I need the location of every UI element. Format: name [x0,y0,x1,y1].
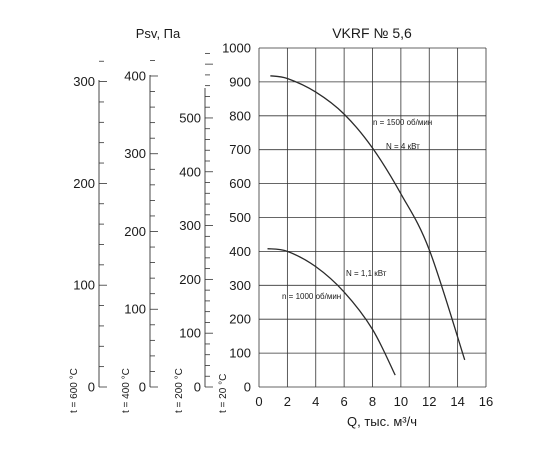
y-tick-label-t20: 900 [229,74,251,89]
y-tick-label-axis-1: 300 [179,218,201,233]
chart-title: VKRF № 5,6 [332,25,412,41]
y-tick-label-axis-3: 300 [73,74,95,89]
y-tick-label-axis-3: 200 [73,176,95,191]
y-tick-label-axis-2: 100 [124,302,146,317]
series-1500-power-label: N = 4 кВт [386,142,420,151]
y-tick-label-axis-1: 100 [179,326,201,341]
y-tick-label-t20: 0 [244,380,251,395]
y-tick-label-t20: 700 [229,142,251,157]
pressure-axis-title: Psv, Па [136,26,181,41]
series-1500-speed-label: n = 1500 об/мин [373,118,432,127]
y-tick-label-axis-2: 400 [124,68,146,83]
y-tick-label-t20: 800 [229,108,251,123]
y-tick-label-axis-1: 0 [194,380,201,395]
x-tick-label: 6 [341,394,348,409]
x-tick-label: 12 [422,394,436,409]
x-tick-label: 0 [255,394,262,409]
series-1000-speed-label: n = 1000 об/мин [282,292,341,301]
series-1000-power-label: N = 1,1 кВт [346,269,387,278]
y-tick-label-t20: 400 [229,244,251,259]
axis-temperature-label: t = 200 °C [174,368,185,413]
y-tick-label-axis-2: 300 [124,146,146,161]
series-curve-0 [270,75,466,361]
axis-temperature-label: t = 20 °C [218,374,229,413]
y-tick-label-t20: 1000 [222,41,251,56]
x-tick-label: 14 [450,394,464,409]
x-tick-label: 8 [369,394,376,409]
series [267,75,466,376]
grid [258,47,487,388]
y-tick-label-axis-3: 100 [73,278,95,293]
y-tick-label-t20: 300 [229,278,251,293]
series-curve-1 [267,248,396,376]
y-tick-label-t20: 200 [229,312,251,327]
axis-temperature-label: t = 400 °C [121,368,132,413]
x-tick-label: 4 [312,394,319,409]
axes [98,52,213,388]
y-tick-label-axis-3: 0 [88,380,95,395]
labels: VKRF № 5,6 Psv, Па Q, тыс. м³/ч n = 1500… [69,25,493,429]
x-axis-title: Q, тыс. м³/ч [347,414,417,429]
x-tick-label: 10 [394,394,408,409]
y-tick-label-t20: 100 [229,346,251,361]
y-tick-label-t20: 500 [229,210,251,225]
y-tick-label-axis-2: 200 [124,224,146,239]
axis-temperature-label: t = 600 °C [69,368,80,413]
y-tick-label-axis-1: 200 [179,272,201,287]
x-tick-label: 2 [284,394,291,409]
y-tick-label-axis-1: 500 [179,110,201,125]
y-tick-label-t20: 600 [229,176,251,191]
y-tick-label-axis-1: 400 [179,164,201,179]
y-tick-label-axis-2: 0 [139,380,146,395]
x-tick-label: 16 [479,394,493,409]
